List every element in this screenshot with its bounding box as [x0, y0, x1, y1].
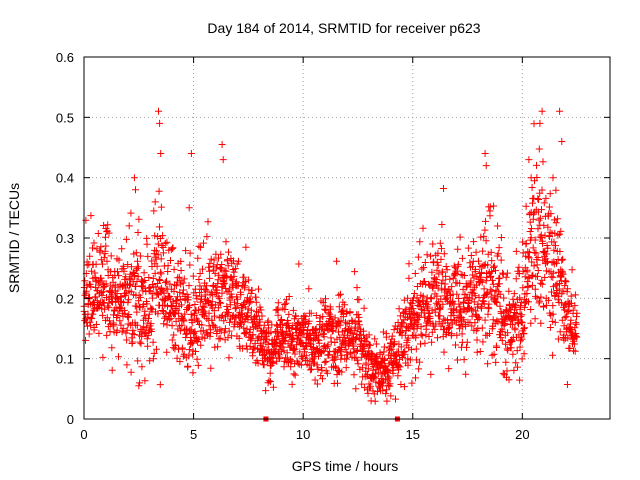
y-tick-label: 0.4	[56, 171, 74, 186]
y-tick-label: 0.6	[56, 50, 74, 65]
x-tick-label: 20	[515, 427, 529, 442]
y-tick-label: 0.3	[56, 231, 74, 246]
y-tick-label: 0.5	[56, 110, 74, 125]
y-axis-title: SRMTID / TECUs	[6, 183, 22, 293]
x-tick-label: 5	[190, 427, 197, 442]
chart-title: Day 184 of 2014, SRMTID for receiver p62…	[207, 20, 480, 36]
grid	[84, 57, 610, 419]
x-tick-label: 15	[406, 427, 420, 442]
axis-ticks: 0 0.1 0.2 0.3 0.4 0.5 0.6 0 5 10 15 20	[56, 50, 610, 442]
y-tick-label: 0.1	[56, 352, 74, 367]
y-tick-label: 0.2	[56, 291, 74, 306]
y-tick-label: 0	[67, 412, 74, 427]
x-axis-title: GPS time / hours	[292, 458, 399, 474]
x-tick-label: 10	[296, 427, 310, 442]
x-tick-label: 0	[80, 427, 87, 442]
